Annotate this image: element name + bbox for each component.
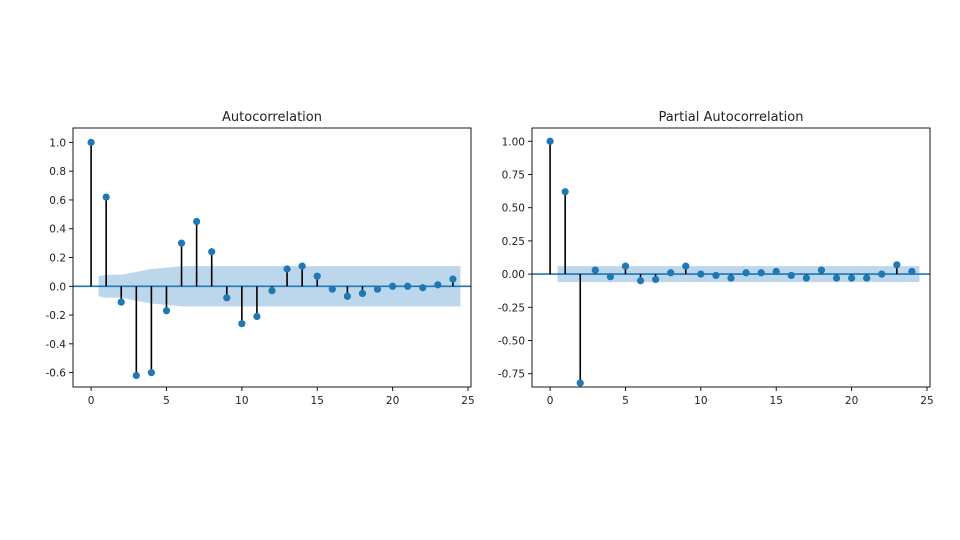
pacf-xtick-label-15: 15 [770, 395, 783, 407]
acf-point-lag-23 [434, 281, 442, 289]
pacf-xtick-label-20: 20 [845, 395, 858, 407]
pacf-point-lag-8 [667, 269, 675, 277]
pacf-ytick-label--0.50: -0.50 [498, 336, 525, 348]
pacf-point-lag-12 [727, 274, 735, 282]
acf-point-lag-11 [253, 312, 261, 321]
pacf-ytick-label-0.00: 0.00 [502, 269, 525, 281]
pacf-point-lag-17 [802, 274, 810, 282]
acf-ytick-label-0.0: 0.0 [49, 281, 66, 293]
acf-ytick-label-0.6: 0.6 [49, 195, 66, 207]
acf-ytick-label--0.2: -0.2 [46, 310, 67, 322]
acf-point-lag-17 [343, 292, 351, 300]
acf-point-lag-13 [283, 265, 291, 273]
pacf-point-lag-1 [561, 188, 569, 196]
pacf-point-lag-5 [621, 262, 630, 270]
pacf-xtick-label-0: 0 [547, 395, 554, 407]
pacf-point-lag-6 [636, 277, 645, 285]
acf-point-lag-0 [87, 138, 95, 146]
acf-point-lag-2 [117, 298, 125, 306]
pacf-point-lag-20 [848, 274, 856, 282]
acf-point-lag-18 [358, 289, 367, 298]
acf-point-lag-6 [177, 239, 186, 247]
acf-ytick-label--0.6: -0.6 [46, 368, 67, 380]
acf-ytick-label-0.8: 0.8 [49, 166, 66, 178]
pacf-ytick-label-0.25: 0.25 [502, 236, 525, 248]
acf-point-lag-22 [419, 284, 427, 292]
pacf-point-lag-22 [878, 270, 886, 278]
acf-point-lag-3 [132, 371, 140, 380]
acf-point-lag-9 [223, 294, 231, 302]
pacf-point-lag-18 [817, 266, 826, 274]
acf-point-lag-21 [404, 282, 412, 290]
pacf-point-lag-24 [908, 267, 916, 276]
acf-point-lag-7 [193, 217, 201, 226]
pacf-plot-frame [531, 127, 931, 388]
pacf-ytick-label--0.25: -0.25 [498, 302, 525, 314]
pacf-point-lag-10 [697, 270, 705, 278]
pacf-title: Partial Autocorrelation [659, 110, 804, 125]
acf-point-lag-20 [389, 282, 397, 290]
acf-xtick-label-10: 10 [235, 395, 248, 407]
pacf-xtick-label-25: 25 [920, 395, 933, 407]
acf-point-lag-12 [268, 286, 276, 295]
acf-title: Autocorrelation [222, 110, 322, 125]
acf-xtick-label-20: 20 [386, 395, 399, 407]
pacf-point-lag-11 [712, 271, 720, 280]
pacf-point-lag-2 [576, 379, 584, 387]
pacf-xtick-label-10: 10 [694, 395, 707, 407]
pacf-point-lag-15 [772, 267, 780, 276]
acf-xtick-label-0: 0 [88, 395, 95, 407]
acf-point-lag-24 [449, 275, 457, 283]
acf-xtick-label-5: 5 [163, 395, 170, 407]
acf-ytick-label-0.2: 0.2 [49, 253, 66, 265]
acf-ytick-label--0.4: -0.4 [46, 339, 67, 351]
pacf-point-lag-14 [757, 269, 765, 277]
acf-point-lag-8 [208, 248, 216, 256]
pacf-point-lag-16 [787, 271, 795, 280]
pacf-point-lag-0 [546, 137, 554, 145]
acf-ytick-label-0.4: 0.4 [49, 224, 66, 236]
acf-xtick-label-15: 15 [311, 395, 324, 407]
pacf-point-lag-19 [832, 274, 841, 282]
acf-point-lag-19 [373, 285, 382, 293]
acf-xtick-label-25: 25 [461, 395, 474, 407]
pacf-point-lag-23 [893, 261, 901, 269]
pacf-ytick-label-0.75: 0.75 [502, 169, 525, 181]
pacf-point-lag-13 [742, 269, 750, 277]
pacf-point-lag-3 [591, 266, 599, 274]
acf-chart: Autocorrelation 0 5 10 15 20 25 1.0 0.8 0.6 0.4 0.… [46, 110, 475, 407]
pacf-point-lag-7 [652, 275, 660, 284]
acf-plot-frame [72, 127, 472, 388]
acf-point-lag-1 [102, 193, 110, 201]
pacf-chart: Partial Autocorrelation 0 5 10 15 20 25 1.00 0.… [498, 110, 934, 407]
acf-point-lag-5 [162, 307, 171, 315]
pacf-point-lag-21 [863, 274, 871, 282]
pacf-point-lag-4 [606, 273, 614, 281]
acf-point-lag-15 [313, 272, 321, 280]
pacf-ytick-label-0.50: 0.50 [502, 203, 525, 215]
acf-point-lag-10 [238, 320, 246, 328]
pacf-point-lag-9 [682, 262, 690, 270]
acf-point-lag-4 [147, 369, 155, 377]
pacf-ytick-label-1.00: 1.00 [502, 136, 525, 148]
acf-point-lag-16 [328, 285, 336, 293]
acf-point-lag-14 [298, 262, 306, 270]
acf-ytick-label-1.0: 1.0 [49, 137, 66, 149]
pacf-xtick-label-5: 5 [622, 395, 629, 407]
pacf-ytick-label--0.75: -0.75 [498, 369, 525, 381]
